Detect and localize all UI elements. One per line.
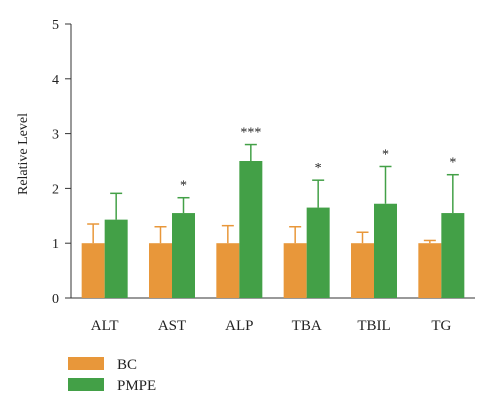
bar-bc-alt [81,243,105,298]
y-ticks: 0 1 2 3 4 5 [52,18,71,307]
x-tick-label-tbil: TBIL [357,318,390,334]
y-tick-label: 1 [52,237,59,252]
legend: BC PMPE [68,357,156,394]
y-tick-label: 5 [52,18,59,33]
bar-bc-ast [149,243,172,298]
legend-swatch-bc [68,357,104,370]
significance-marker-tbil: * [382,147,389,162]
bar-pmpe-tg [441,213,465,298]
y-axis-label: Relative Level [16,113,31,195]
axes [70,24,475,299]
y-tick-label: 4 [52,73,59,88]
y-tick-label: 3 [52,128,59,143]
x-tick-label-tg: TG [431,318,451,334]
bar-bc-tba [283,243,307,298]
x-tick-label-tba: TBA [292,318,322,334]
x-tick-label-ast: AST [158,318,186,334]
bar-pmpe-tbil [374,203,397,298]
bar-bc-tg [418,243,442,298]
bar-bc-alp [216,243,240,298]
bars: ******* [81,126,465,298]
x-tick-label-alt: ALT [91,318,119,334]
bar-bc-tbil [351,243,374,298]
legend-label-pmpe: PMPE [117,378,156,394]
significance-marker-tba: * [315,161,322,176]
bar-pmpe-alp [239,161,263,298]
y-tick-label: 2 [52,182,59,197]
bar-pmpe-ast [172,213,195,298]
significance-marker-alp: *** [240,126,261,141]
bar-pmpe-alt [104,219,128,298]
significance-marker-tg: * [449,156,456,171]
significance-marker-ast: * [180,179,187,194]
legend-swatch-pmpe [68,378,104,391]
legend-label-bc: BC [117,357,137,373]
bar-pmpe-tba [306,207,330,298]
x-tick-label-alp: ALP [225,318,253,334]
x-ticks: ALT AST ALP TBA TBIL TG [91,318,452,334]
y-tick-label: 0 [52,292,59,307]
